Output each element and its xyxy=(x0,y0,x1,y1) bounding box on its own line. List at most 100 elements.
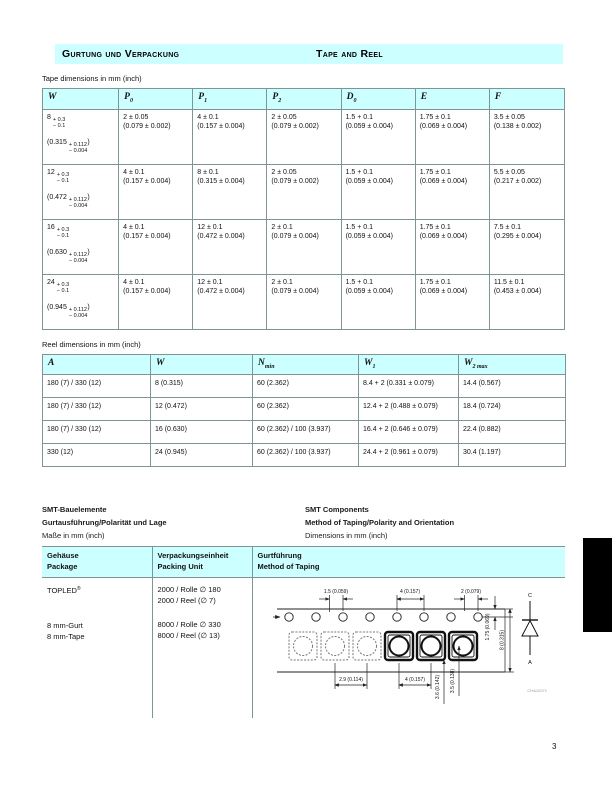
table-cell: 4 ± 0.1 (0.157 ± 0.004) xyxy=(118,164,194,220)
table-row: 8 + 0.3− 0.1 (0.315 + 0.112− 0.004) 2 ± 0.… xyxy=(41,109,566,165)
col-header-W1: W1 xyxy=(358,354,459,375)
table-row: 330 (12) 24 (0.945) 60 (2.362) / 100 (3.… xyxy=(42,443,566,467)
table-cell: 60 (2.362) xyxy=(252,397,359,421)
package-cell: TOPLED® 8 mm-Gurt 8 mm-Tape xyxy=(42,578,152,719)
col-header-Nmin: Nmin xyxy=(252,354,359,375)
col-header-P0: P0 xyxy=(118,88,194,110)
table-cell: 24 (0.945) xyxy=(150,443,253,467)
svg-text:8 (0.315): 8 (0.315) xyxy=(500,630,506,650)
reel-dimensions-table: A W Nmin W1 W2 max 180 (7) / 330 (12) 8 … xyxy=(42,354,566,467)
table-cell: 8 ± 0.1 (0.315 ± 0.004) xyxy=(192,164,268,220)
diode-symbol xyxy=(521,601,539,655)
component-pockets xyxy=(383,630,479,662)
table-cell: 12 ± 0.1 (0.472 ± 0.004) xyxy=(192,219,268,275)
table-cell: 7.5 ± 0.1 (0.295 ± 0.004) xyxy=(488,219,566,275)
table-cell: 12 ± 0.1 (0.472 ± 0.004) xyxy=(192,274,268,330)
table-cell: 14.4 (0.567) xyxy=(458,374,566,398)
sprocket-holes xyxy=(284,612,483,622)
svg-text:1.75 (0.069): 1.75 (0.069) xyxy=(485,613,491,640)
table-cell: 8 + 0.3− 0.1 (0.315 + 0.112− 0.004) xyxy=(41,109,120,165)
col-header-method-of-taping: Gurtführung Method of Taping xyxy=(251,546,565,578)
drawing-code: CHA10271 xyxy=(527,688,547,693)
packing-unit-cell: 2000 / Rolle ∅ 180 2000 / Reel (∅ 7) 800… xyxy=(151,577,252,718)
table-cell: 1.5 + 0.1 (0.059 ± 0.004) xyxy=(340,219,416,275)
col-header-W2max: W2 max xyxy=(458,354,566,375)
dimension-labels-bottom: 2.9 (0.114) 4 (0.157) xyxy=(339,677,425,683)
package-line: 8 mm-Tape xyxy=(47,632,85,641)
tape-header-row: W P0 P1 P2 D0 E F xyxy=(41,88,566,110)
dimension-labels-top: 1.5 (0.059) 4 (0.157) 2 (0.079) xyxy=(324,589,481,595)
page-title-english: Tape and Reel xyxy=(316,48,383,60)
table-cell: 16.4 + 2 (0.646 ± 0.079) xyxy=(358,420,459,444)
table-cell: 8 (0.315) xyxy=(150,374,253,398)
col-header-package: Gehäuse Package xyxy=(42,546,152,578)
col-header-D0: D0 xyxy=(340,88,416,110)
table-cell: 1.5 + 0.1 (0.059 ± 0.004) xyxy=(340,109,416,165)
smt-en-line2: Method of Taping/Polarity and Orientatio… xyxy=(305,518,455,527)
dimension-lines-mid xyxy=(442,645,461,704)
table-cell: 180 (7) / 330 (12) xyxy=(42,397,151,421)
smt-en-line1: SMT Components xyxy=(305,505,369,514)
smt-titles-english: SMT Components Method of Taping/Polarity… xyxy=(305,503,454,542)
package-name: TOPLED® xyxy=(47,586,81,595)
table-cell: 24 + 0.3− 0.1 (0.945 + 0.112− 0.004) xyxy=(41,274,120,330)
table-cell: 2 ± 0.05 (0.079 ± 0.002) xyxy=(266,164,342,220)
dimension-lines-top xyxy=(319,595,488,612)
smt-header-row: Gehäuse Package Verpackungseinheit Packing… xyxy=(42,546,565,578)
table-cell: 1.5 + 0.1 (0.059 ± 0.004) xyxy=(340,274,416,330)
dimension-labels-mid: 3.5 (0.138) 3.6 (0.142) xyxy=(435,669,456,700)
dimension-lines-right xyxy=(482,596,514,673)
table-cell: 18.4 (0.724) xyxy=(458,397,566,421)
page-title-german: Gurtung und Verpackung xyxy=(62,48,180,60)
dimension-lines-bottom xyxy=(334,663,432,689)
smt-titles-german: SMT-Bauelemente Gurtausführung/Polarität… xyxy=(42,503,167,542)
table-cell: 24.4 + 2 (0.961 ± 0.079) xyxy=(358,443,459,467)
col-header-W: W xyxy=(150,354,253,375)
table-row: 180 (7) / 330 (12) 8 (0.315) 60 (2.362) … xyxy=(42,374,566,398)
table-cell: 1.75 ± 0.1 (0.069 ± 0.004) xyxy=(414,164,490,220)
table-cell: 22.4 (0.882) xyxy=(458,420,566,444)
table-cell: 60 (2.362) / 100 (3.937) xyxy=(252,443,359,467)
svg-text:3.6 (0.142): 3.6 (0.142) xyxy=(435,675,441,700)
reel-header-row: A W Nmin W1 W2 max xyxy=(42,354,566,375)
page-number: 3 xyxy=(552,742,557,751)
table-cell: 3.5 ± 0.05 (0.138 ± 0.002) xyxy=(488,109,566,165)
table-cell: 16 (0.630) xyxy=(150,420,253,444)
table-row: 180 (7) / 330 (12) 16 (0.630) 60 (2.362)… xyxy=(42,420,566,444)
packing-line: 8000 / Rolle ∅ 330 xyxy=(157,620,221,629)
svg-text:2 (0.079): 2 (0.079) xyxy=(461,589,481,595)
table-cell: 4 ± 0.1 (0.157 ± 0.004) xyxy=(118,274,194,330)
table-cell: 330 (12) xyxy=(42,443,151,467)
packing-line: 8000 / Reel (∅ 13) xyxy=(157,631,220,640)
col-header-W: W xyxy=(41,88,120,110)
svg-text:4 (0.157): 4 (0.157) xyxy=(400,589,420,595)
table-cell: 2 ± 0.1 (0.079 ± 0.004) xyxy=(266,274,342,330)
tape-dimensions-table: W P0 P1 P2 D0 E F 8 + 0.3− 0.1 (0.315 + 0.… xyxy=(41,88,566,330)
packing-line: 2000 / Reel (∅ 7) xyxy=(157,596,216,605)
col-header-packing-unit: Verpackungseinheit Packing Unit xyxy=(151,546,252,578)
table-cell: 2 ± 0.1 (0.079 ± 0.004) xyxy=(266,219,342,275)
table-cell: 60 (2.362) / 100 (3.937) xyxy=(252,420,359,444)
smt-de-line1: SMT-Bauelemente xyxy=(42,505,107,514)
table-cell: 4 ± 0.1 (0.157 ± 0.004) xyxy=(192,109,268,165)
package-line: 8 mm-Gurt xyxy=(47,621,83,630)
smt-en-line3: Dimensions in mm (inch) xyxy=(305,531,388,540)
table-cell: 1.75 ± 0.1 (0.069 ± 0.004) xyxy=(414,274,490,330)
table-cell: 4 ± 0.1 (0.157 ± 0.004) xyxy=(118,219,194,275)
empty-pockets xyxy=(288,631,382,661)
col-header-A: A xyxy=(42,354,151,375)
table-cell: 12 (0.472) xyxy=(150,397,253,421)
svg-text:A: A xyxy=(528,660,532,666)
table-cell: 1.5 + 0.1 (0.059 ± 0.004) xyxy=(340,164,416,220)
svg-text:C: C xyxy=(528,593,532,599)
table-cell: 180 (7) / 330 (12) xyxy=(42,420,151,444)
svg-text:2.9 (0.114): 2.9 (0.114) xyxy=(339,677,363,683)
tape-drawing-svg: 1.5 (0.059) 4 (0.157) 2 (0.079) 1.75 (0.… xyxy=(273,589,548,704)
svg-text:4 (0.157): 4 (0.157) xyxy=(405,677,425,683)
tape-drawing: 1.5 (0.059) 4 (0.157) 2 (0.079) 1.75 (0.… xyxy=(273,584,565,716)
tape-table-caption: Tape dimensions in mm (inch) xyxy=(42,74,142,83)
table-cell: 30.4 (1.197) xyxy=(458,443,566,467)
smt-de-line2: Gurtausführung/Polarität und Lage xyxy=(42,518,167,527)
table-cell: 8.4 + 2 (0.331 ± 0.079) xyxy=(358,374,459,398)
table-cell: 12 + 0.3− 0.1 (0.472 + 0.112− 0.004) xyxy=(41,164,120,220)
